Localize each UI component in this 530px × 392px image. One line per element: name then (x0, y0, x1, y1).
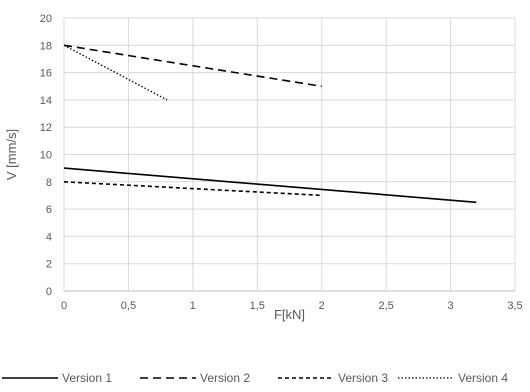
y-tick-label: 18 (40, 40, 52, 52)
y-tick-label: 20 (40, 13, 52, 25)
x-tick-label: 2,5 (378, 300, 393, 312)
y-tick-label: 6 (46, 204, 52, 216)
y-tick-label: 12 (40, 122, 52, 134)
legend-label-3: Version 3 (338, 371, 388, 385)
y-tick-label: 8 (46, 177, 52, 189)
x-tick-label: 0,5 (121, 300, 136, 312)
legend-label-4: Version 4 (458, 371, 508, 385)
x-tick-label: 3,5 (507, 300, 522, 312)
tick-labels: 0 2 4 6 8 10 12 14 16 18 20 0 0,5 1 1,5 2 2,5 3 3,5 (40, 13, 523, 312)
y-tick-label: 16 (40, 68, 52, 80)
series-line-3 (63, 181, 322, 197)
x-tick-label: 0 (61, 300, 67, 312)
x-tick-label: 2 (319, 300, 325, 312)
y-tick-label: 4 (46, 231, 52, 243)
y-tick-label: 14 (40, 95, 52, 107)
x-tick-label: 3 (448, 300, 454, 312)
legend-label-2: Version 2 (200, 371, 250, 385)
series-line-1 (63, 167, 477, 204)
y-tick-label: 0 (46, 286, 52, 298)
y-axis-title: V [mm/s] (4, 129, 19, 180)
legend: Version 1 Version 2 Version 3 Version 4 (2, 371, 508, 385)
y-tick-label: 2 (46, 259, 52, 271)
x-tick-label: 1 (190, 300, 196, 312)
series-group (63, 44, 477, 204)
x-axis-title: F[kN] (274, 307, 305, 322)
legend-label-1: Version 1 (62, 371, 112, 385)
y-tick-label: 10 (40, 150, 52, 162)
series-line-2 (63, 44, 322, 88)
grid (63, 17, 516, 292)
x-tick-label: 1,5 (250, 300, 265, 312)
